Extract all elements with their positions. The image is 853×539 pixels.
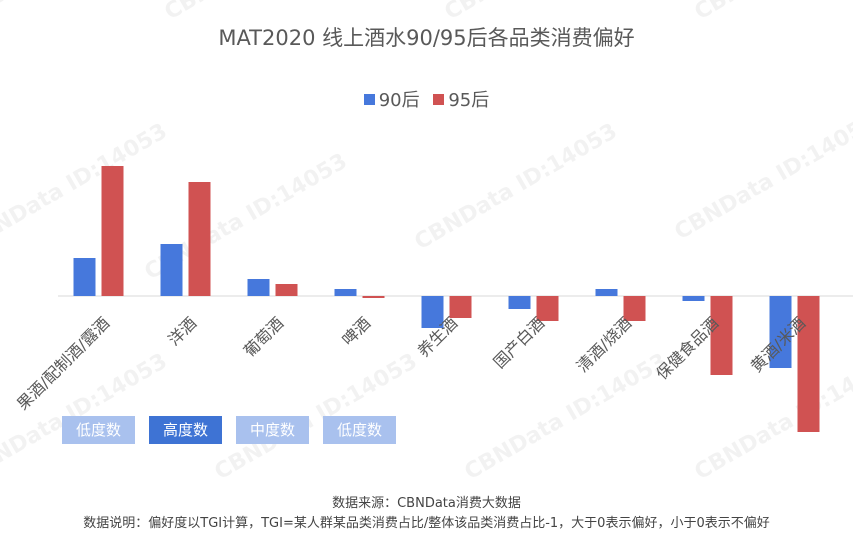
legend-swatch-90 [363, 94, 375, 105]
bar-90-2 [247, 279, 270, 296]
data-source: 数据来源：CBNData消费大数据 [332, 496, 521, 511]
bar-90-8 [769, 296, 792, 368]
category-label: 清酒/烧酒 [573, 313, 636, 376]
bar-95-7 [710, 296, 733, 375]
filter-low-alcohol-button[interactable]: 低度数 [62, 416, 135, 444]
category-label: 洋酒 [164, 313, 200, 349]
bar-90-4 [421, 296, 444, 328]
bar-95-1 [188, 182, 211, 296]
legend-swatch-95 [433, 94, 445, 105]
chart-legend: 90后 95后 [0, 86, 853, 112]
bar-95-4 [449, 296, 472, 318]
legend-label-95: 95后 [448, 90, 490, 111]
bar-90-1 [160, 244, 183, 296]
bar-90-0 [73, 258, 96, 296]
bar-90-3 [334, 289, 357, 296]
legend-item-95: 95后 [433, 86, 489, 112]
legend-item-90: 90后 [363, 86, 420, 112]
category-label: 葡萄酒 [240, 313, 287, 360]
chart-title: MAT2020 线上酒水90/95后各品类消费偏好 [218, 26, 635, 50]
filter-high-alcohol-button[interactable]: 高度数 [149, 416, 222, 444]
watermark-text: CBNData ID:14053 [461, 349, 672, 485]
bar-95-8 [797, 296, 820, 432]
bar-95-3 [362, 296, 385, 298]
bar-95-0 [101, 166, 124, 296]
watermark-text: CBNData ID:14053 [691, 0, 853, 25]
category-label: 国产白酒 [490, 313, 549, 372]
filter-low-alcohol-button-2[interactable]: 低度数 [323, 416, 396, 444]
category-label: 啤酒 [338, 313, 374, 349]
watermark-text: CBNData ID:14053 [441, 0, 652, 25]
bar-95-5 [536, 296, 559, 321]
bar-90-7 [682, 296, 705, 301]
bar-90-5 [508, 296, 531, 309]
legend-label-90: 90后 [378, 90, 420, 111]
bar-95-6 [623, 296, 646, 321]
watermark-text: CBNData ID:14053 [671, 109, 853, 245]
bar-90-6 [595, 289, 618, 296]
data-note: 数据说明：偏好度以TGI计算，TGI=某人群某品类消费占比/整体该品类消费占比-… [83, 516, 770, 531]
filter-medium-alcohol-button[interactable]: 中度数 [236, 416, 309, 444]
watermark-text: CBNData ID:14053 [161, 0, 372, 25]
watermark-text: CBNData ID:14053 [411, 119, 622, 255]
watermark-text: CBNData ID:14053 [0, 119, 172, 255]
bar-95-2 [275, 284, 298, 296]
watermark-text: CBNData ID:14053 [0, 0, 172, 25]
